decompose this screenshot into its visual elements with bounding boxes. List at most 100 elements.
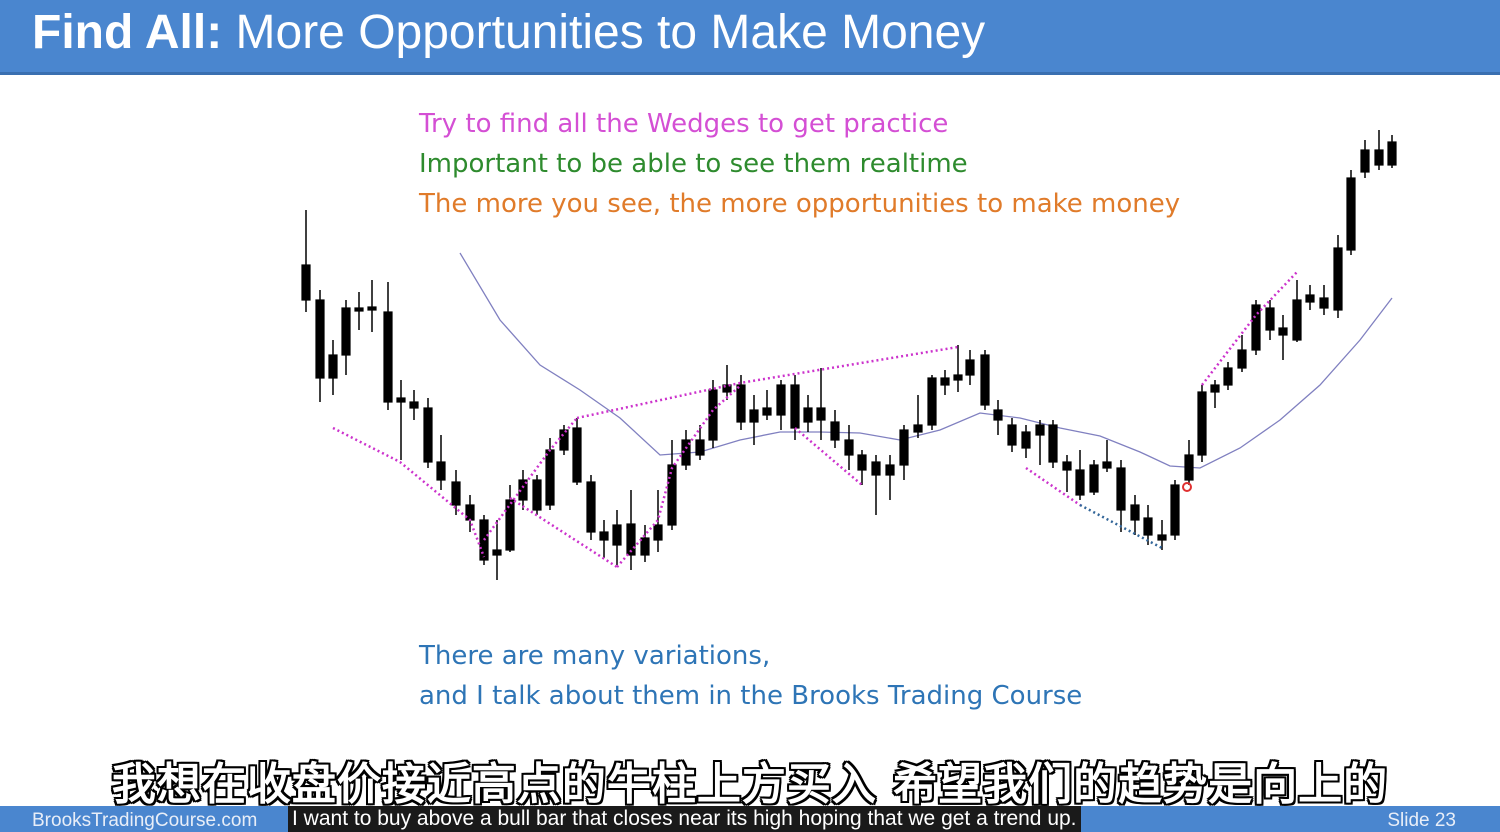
- bear-candle: [695, 425, 705, 460]
- bear-candle: [1278, 315, 1288, 360]
- candle-body: [545, 449, 555, 506]
- candle-body: [1305, 294, 1315, 303]
- candle-body: [1333, 247, 1343, 311]
- candle-body: [1184, 454, 1194, 481]
- candle-body: [301, 264, 311, 301]
- candle-body: [803, 407, 813, 423]
- bear-candle: [586, 475, 596, 540]
- candle-body: [599, 531, 609, 541]
- candle-body: [940, 377, 950, 386]
- bear-candle: [776, 380, 786, 430]
- candle-body: [1360, 149, 1370, 173]
- bear-candle: [1035, 420, 1045, 465]
- bear-candle: [1265, 300, 1275, 340]
- candlesticks: [301, 130, 1397, 580]
- bear-candle: [857, 450, 867, 485]
- candle-body: [1387, 141, 1397, 166]
- bear-candle: [315, 290, 325, 402]
- candle-body: [1319, 297, 1329, 309]
- candle-body: [1223, 367, 1233, 386]
- candle-body: [1237, 349, 1247, 369]
- bear-candle: [1223, 362, 1233, 390]
- candle-body: [653, 524, 663, 541]
- bear-candle: [940, 370, 950, 395]
- candle-body: [367, 306, 377, 311]
- candle-body: [1048, 424, 1058, 463]
- bear-candle: [1048, 420, 1058, 468]
- candle-body: [626, 523, 636, 556]
- bear-candle: [1305, 285, 1315, 310]
- bear-candle: [1197, 385, 1207, 462]
- subtitle-chinese: 我想在收盘价接近高点的牛柱上方买入 希望我们的趋势是向上的: [111, 759, 1389, 810]
- subtitle-english: I want to buy above a bull bar that clos…: [288, 806, 1081, 832]
- bear-candle: [1130, 495, 1140, 535]
- candle-body: [1062, 461, 1072, 471]
- bear-candle: [993, 400, 1003, 435]
- candle-body: [790, 384, 800, 429]
- candle-body: [722, 384, 732, 393]
- bear-candle: [953, 345, 963, 392]
- candle-body: [572, 427, 582, 483]
- wedge-line: [1025, 466, 1081, 507]
- slide-number: Slide 23: [1387, 810, 1456, 831]
- bear-candle: [871, 455, 881, 515]
- bear-candle: [559, 425, 569, 455]
- wedge-line: [482, 417, 578, 541]
- bear-candle: [749, 395, 759, 445]
- bear-candle: [1210, 380, 1220, 408]
- wedge-line: [509, 496, 618, 569]
- candle-body: [1374, 149, 1384, 166]
- candle-body: [1265, 307, 1275, 331]
- footer-site: BrooksTradingCourse.com: [32, 810, 258, 831]
- candle-body: [354, 307, 364, 312]
- wedge-line: [616, 384, 742, 568]
- bear-candle: [844, 425, 854, 470]
- bear-candle: [354, 292, 364, 330]
- bear-candle: [436, 435, 446, 490]
- candle-body: [980, 354, 990, 406]
- bear-candle: [423, 398, 433, 468]
- bear-candle: [1157, 520, 1167, 550]
- wedge-line: [794, 427, 863, 486]
- bear-candle: [1387, 135, 1397, 168]
- candle-body: [518, 479, 528, 501]
- bear-candle: [927, 375, 937, 430]
- candle-body: [505, 499, 515, 551]
- bear-candle: [1319, 285, 1329, 315]
- bear-candle: [409, 390, 419, 420]
- candle-body: [953, 374, 963, 381]
- bear-candle: [790, 375, 800, 440]
- candle-body: [1170, 484, 1180, 536]
- bear-candle: [722, 365, 732, 400]
- bear-candle: [383, 282, 393, 410]
- note-line-2: Important to be able to see them realtim…: [419, 149, 968, 179]
- candle-body: [383, 311, 393, 403]
- candle-body: [816, 407, 826, 421]
- bear-candle: [396, 380, 406, 460]
- candle-body: [640, 537, 650, 556]
- note-line-3: The more you see, the more opportunities…: [419, 189, 1181, 219]
- candle-body: [1035, 424, 1045, 436]
- candle-body: [749, 409, 759, 423]
- bear-candle: [341, 300, 351, 375]
- bear-candle: [301, 210, 311, 312]
- bear-candle: [1075, 450, 1085, 500]
- candle-body: [830, 421, 840, 441]
- candle-body: [1089, 464, 1099, 493]
- bear-candle: [1346, 170, 1356, 255]
- candle-body: [776, 384, 786, 416]
- slide-title-rest: More Opportunities to Make Money: [222, 6, 986, 59]
- bear-candle: [367, 280, 377, 332]
- candle-body: [681, 439, 691, 466]
- bear-candle: [980, 350, 990, 410]
- candle-body: [899, 429, 909, 466]
- slide-header: Find All: More Opportunities to Make Mon…: [0, 0, 1500, 72]
- candle-body: [844, 439, 854, 456]
- bear-candle: [1143, 505, 1153, 545]
- candle-body: [451, 481, 461, 506]
- candle-body: [927, 377, 937, 426]
- bear-candle: [572, 418, 582, 485]
- candle-body: [736, 384, 746, 423]
- candle-body: [1197, 391, 1207, 456]
